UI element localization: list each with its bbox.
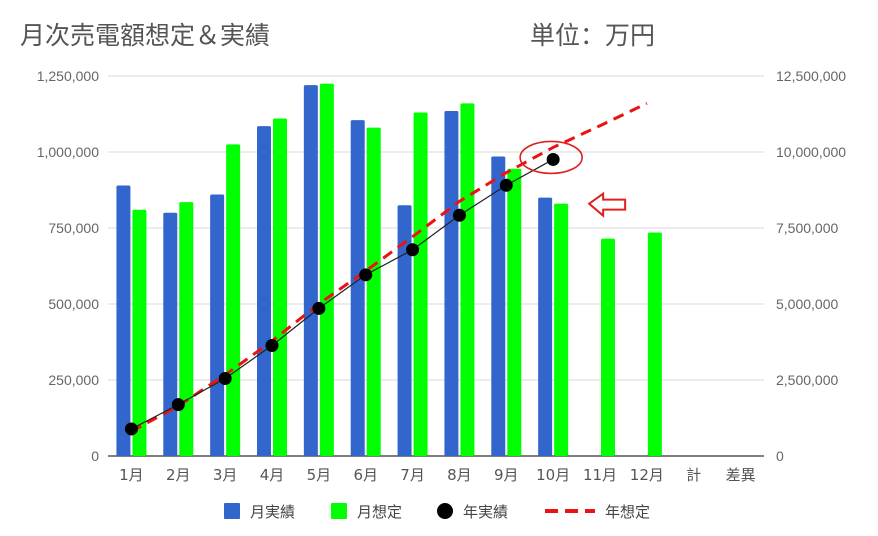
annual-actual-point — [406, 243, 420, 257]
right-axis-ticks: 0 2,500,000 5,000,000 7,500,000 10,000,000 12… — [776, 68, 846, 464]
bar-monthly-planned — [273, 118, 287, 456]
bar-monthly-planned — [226, 144, 241, 456]
bar-monthly-planned — [601, 238, 615, 456]
legend-label: 月実績 — [250, 503, 295, 521]
left-tick-label: 1,000,000 — [37, 144, 99, 160]
legend-swatch — [331, 503, 347, 519]
category-label: 11月 — [583, 466, 617, 484]
left-arrow-icon — [587, 191, 627, 218]
annual-actual-point — [124, 422, 138, 436]
bar-monthly-planned — [507, 168, 522, 456]
right-tick-label: 2,500,000 — [776, 372, 838, 388]
bar-monthly-actual — [491, 156, 506, 456]
bar-monthly-actual — [116, 185, 131, 456]
lines — [124, 102, 648, 436]
bar-monthly-planned — [319, 83, 334, 456]
annual-actual-point — [218, 371, 232, 385]
bar-monthly-planned — [413, 112, 428, 456]
annual-actual-point — [171, 398, 185, 412]
annual-actual-point — [359, 268, 373, 282]
left-tick-label: 1,250,000 — [37, 68, 99, 84]
annual-actual-point — [546, 152, 560, 166]
bar-monthly-planned — [647, 232, 662, 456]
category-label: 2月 — [166, 466, 191, 484]
annual-planned-line — [130, 102, 648, 433]
category-label: 5月 — [307, 466, 332, 484]
highlight-ellipse — [519, 140, 583, 175]
left-axis-ticks: 0 250,000 500,000 750,000 1,000,000 1,250,000 — [37, 68, 100, 464]
right-tick-label: 5,000,000 — [776, 296, 838, 312]
annual-actual-point — [312, 301, 326, 315]
unit-label: 単位：万円 — [530, 21, 655, 50]
category-label: 差異 — [726, 466, 756, 484]
category-label: 4月 — [260, 466, 285, 484]
category-label: 3月 — [213, 466, 238, 484]
bars — [116, 83, 662, 457]
category-label: 10月 — [536, 466, 570, 484]
gridlines — [108, 75, 764, 457]
bar-monthly-actual — [397, 205, 412, 456]
right-tick-label: 12,500,000 — [776, 68, 846, 84]
bar-monthly-planned — [132, 209, 147, 456]
bar-monthly-actual — [444, 110, 459, 457]
legend-label: 年想定 — [605, 503, 650, 521]
annotations — [519, 140, 627, 218]
bar-monthly-actual — [163, 212, 178, 456]
annual-actual-point — [265, 338, 279, 352]
annual-actual-line — [131, 158, 554, 430]
bar-monthly-actual — [210, 194, 225, 456]
bar-monthly-planned — [366, 127, 381, 457]
category-label: 6月 — [353, 466, 378, 484]
right-tick-label: 0 — [776, 448, 784, 464]
bar-monthly-actual — [350, 120, 365, 456]
bar-monthly-planned — [460, 103, 475, 457]
bar-monthly-planned — [179, 202, 194, 456]
left-tick-label: 250,000 — [48, 372, 99, 388]
legend: 月実績 月想定 年実績 年想定 — [224, 503, 650, 521]
right-tick-label: 10,000,000 — [776, 144, 846, 160]
chart-title: 月次売電額想定＆実績 — [20, 21, 270, 50]
bar-monthly-actual — [303, 85, 318, 457]
category-label: 12月 — [630, 466, 664, 484]
legend-swatch — [437, 503, 453, 519]
category-labels: 1月 2月 3月 4月 5月 6月 7月 8月 9月 10月 11月 12月 計 差異 — [119, 466, 755, 484]
left-tick-label: 500,000 — [48, 296, 99, 312]
bar-monthly-planned — [554, 203, 569, 456]
legend-swatch — [224, 503, 240, 519]
right-tick-label: 7,500,000 — [776, 220, 838, 236]
category-label: 計 — [686, 466, 701, 484]
annual-actual-point — [499, 178, 513, 192]
category-label: 1月 — [119, 466, 144, 484]
legend-label: 月想定 — [357, 503, 402, 521]
left-tick-label: 750,000 — [48, 220, 99, 236]
annual-actual-point — [452, 208, 466, 222]
bar-monthly-actual — [538, 197, 553, 456]
category-label: 7月 — [400, 466, 425, 484]
left-tick-label: 0 — [91, 448, 99, 464]
legend-label: 年実績 — [463, 503, 508, 521]
bar-monthly-actual — [257, 126, 271, 456]
category-label: 8月 — [447, 466, 472, 484]
category-label: 9月 — [494, 466, 519, 484]
